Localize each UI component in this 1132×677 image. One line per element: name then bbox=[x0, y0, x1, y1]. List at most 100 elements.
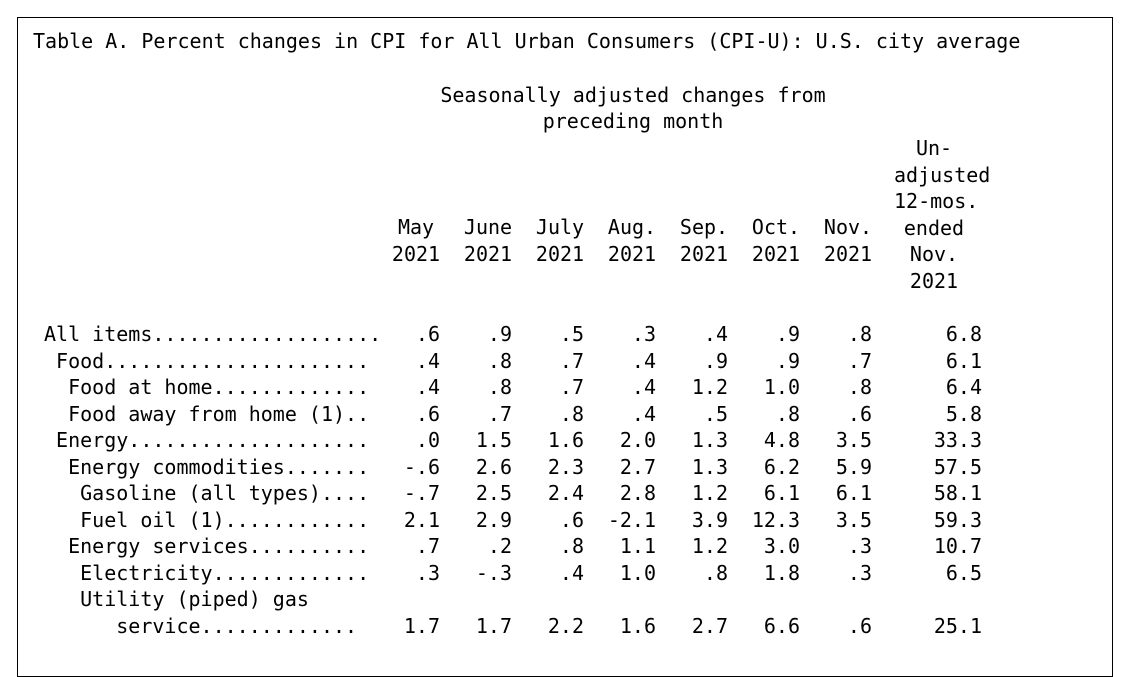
table-cell: .3 bbox=[415, 560, 440, 585]
table-cell: 2.7 bbox=[619, 454, 656, 479]
table-cell: -.3 bbox=[475, 560, 512, 585]
table-cell: .8 bbox=[559, 401, 584, 426]
table-cell: 1.6 bbox=[619, 613, 656, 638]
table-cell: 2.7 bbox=[691, 613, 728, 638]
table-cell: 1.1 bbox=[619, 534, 656, 558]
table-cell: 3.0 bbox=[763, 534, 800, 558]
table-cell: 2.6 bbox=[475, 454, 512, 479]
row-label: service............. bbox=[44, 613, 358, 638]
table-cell: 6.1 bbox=[763, 481, 800, 505]
table-cell: .9 bbox=[775, 322, 800, 346]
table-cell: .4 bbox=[559, 560, 584, 585]
row-label: Energy.................... bbox=[44, 428, 370, 452]
table-cell: 6.8 bbox=[945, 322, 982, 346]
table-cell: 2.5 bbox=[475, 481, 512, 505]
table-cell: 25.1 bbox=[933, 613, 982, 638]
column-header-8-line-5: Nov. bbox=[909, 242, 959, 266]
table-cell: -.6 bbox=[403, 454, 440, 479]
table-cell: .6 bbox=[847, 613, 872, 638]
column-header-8-line-2: adjusted bbox=[894, 162, 991, 187]
table-cell: 1.2 bbox=[691, 375, 728, 399]
table-cell: .3 bbox=[847, 560, 872, 585]
table-cell: .6 bbox=[847, 401, 872, 426]
row-label: Food away from home (1).. bbox=[44, 401, 370, 426]
column-header-5-line-2: 2021 bbox=[679, 241, 729, 266]
table-cell: 3.9 bbox=[691, 507, 728, 532]
table-cell: .6 bbox=[415, 322, 440, 346]
table-cell: .5 bbox=[559, 322, 584, 346]
table-cell: 1.7 bbox=[475, 613, 512, 638]
column-header-4-line-1: Aug. bbox=[607, 215, 657, 239]
table-cell: .9 bbox=[775, 348, 800, 373]
table-cell: .7 bbox=[847, 348, 872, 373]
table-cell: 57.5 bbox=[933, 454, 982, 479]
table-cell: .8 bbox=[703, 560, 728, 585]
table-cell: 3.5 bbox=[835, 507, 872, 532]
table-cell: .7 bbox=[415, 534, 440, 558]
table-cell: 1.5 bbox=[475, 428, 512, 452]
table-cell: .5 bbox=[703, 401, 728, 426]
column-header-1-line-2: 2021 bbox=[391, 241, 441, 266]
table-cell: .3 bbox=[631, 322, 656, 346]
table-cell: 1.7 bbox=[403, 613, 440, 638]
table-cell: 2.9 bbox=[475, 507, 512, 532]
column-header-3-line-1: July bbox=[535, 215, 585, 239]
column-header-6-line-2: 2021 bbox=[751, 241, 801, 266]
table-cell: 3.5 bbox=[835, 428, 872, 452]
row-label: Food...................... bbox=[44, 348, 370, 373]
table-cell: 2.3 bbox=[547, 454, 584, 479]
group-header-line-1: Seasonally adjusted changes from bbox=[440, 83, 826, 107]
table-cell: .6 bbox=[559, 507, 584, 532]
table-cell: 1.2 bbox=[691, 534, 728, 558]
row-label: Food at home............. bbox=[44, 375, 370, 399]
table-cell: .4 bbox=[415, 348, 440, 373]
table-cell: .8 bbox=[847, 322, 872, 346]
table-cell: 58.1 bbox=[933, 481, 982, 505]
table-cell: 1.0 bbox=[763, 375, 800, 399]
table-cell: .4 bbox=[631, 401, 656, 426]
table-cell: 2.0 bbox=[619, 428, 656, 452]
table-cell: 1.2 bbox=[691, 481, 728, 505]
column-header-8-line-4: ended bbox=[903, 215, 965, 240]
row-label: Electricity............. bbox=[44, 560, 370, 585]
table-cell: .9 bbox=[487, 322, 512, 346]
table-cell: .0 bbox=[415, 428, 440, 452]
table-cell: 6.5 bbox=[945, 560, 982, 585]
table-cell: 59.3 bbox=[933, 507, 982, 532]
column-header-2-line-2: 2021 bbox=[463, 241, 513, 266]
row-label: Energy services.......... bbox=[44, 534, 370, 558]
table-cell: 6.1 bbox=[945, 348, 982, 373]
table-cell: 2.1 bbox=[403, 507, 440, 532]
table-cell: -.7 bbox=[403, 481, 440, 505]
table-cell: 2.2 bbox=[547, 613, 584, 638]
table-cell: .9 bbox=[703, 348, 728, 373]
table-cell: 6.6 bbox=[763, 613, 800, 638]
table-cell: .4 bbox=[631, 375, 656, 399]
table-cell: 33.3 bbox=[933, 428, 982, 452]
column-header-8-line-6: 2021 bbox=[909, 268, 959, 293]
table-cell: 1.3 bbox=[691, 454, 728, 479]
table-cell: .8 bbox=[847, 375, 872, 399]
row-label: Gasoline (all types).... bbox=[44, 481, 370, 505]
column-header-3-line-2: 2021 bbox=[535, 241, 585, 266]
table-cell: .7 bbox=[559, 348, 584, 373]
table-cell: .7 bbox=[487, 401, 512, 426]
table-cell: .8 bbox=[559, 534, 584, 558]
table-cell: 2.8 bbox=[619, 481, 656, 505]
table-cell: -2.1 bbox=[607, 507, 656, 532]
table-cell: .7 bbox=[559, 375, 584, 399]
table-cell: 6.4 bbox=[945, 375, 982, 399]
column-header-6-line-1: Oct. bbox=[751, 215, 801, 239]
table-cell: 1.3 bbox=[691, 428, 728, 452]
table-cell: .6 bbox=[415, 401, 440, 426]
table-cell: 4.8 bbox=[763, 428, 800, 452]
row-label: Fuel oil (1)............ bbox=[44, 507, 370, 532]
group-header-line-2: preceding month bbox=[542, 109, 724, 133]
table-cell: .8 bbox=[775, 401, 800, 426]
row-label: Utility (piped) gas bbox=[44, 587, 309, 611]
table-cell: 2.4 bbox=[547, 481, 584, 505]
table-cell: .8 bbox=[487, 375, 512, 399]
table-cell: 5.9 bbox=[835, 454, 872, 479]
row-label: All items................... bbox=[44, 322, 382, 346]
table-cell: 6.1 bbox=[835, 481, 872, 505]
